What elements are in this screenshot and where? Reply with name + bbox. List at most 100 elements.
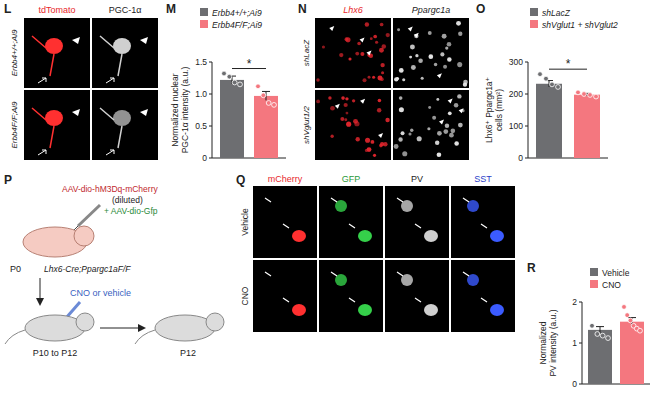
cell (358, 304, 372, 316)
cell (370, 140, 374, 144)
channel-label: Lhx6 (343, 5, 363, 15)
arrowhead (378, 133, 383, 138)
data-point (628, 318, 633, 323)
syringe (78, 205, 100, 226)
cell (409, 56, 412, 59)
tick (579, 343, 582, 344)
tick (579, 384, 582, 385)
arrowhead (408, 26, 413, 31)
cell (490, 304, 504, 316)
micrograph (319, 186, 383, 258)
row-label: Erbb4F/F;Ai9 (10, 101, 19, 149)
panel-letter: N (298, 2, 307, 16)
cell (399, 107, 404, 112)
cell (377, 108, 381, 112)
y-axis (212, 62, 213, 158)
arrowhead (140, 37, 148, 44)
cell (394, 77, 398, 81)
pup-head (74, 226, 94, 246)
cell (415, 54, 418, 57)
legend-label: Erbb4+/+;Ai9 (212, 8, 262, 18)
mouse (155, 315, 215, 341)
data-point (576, 90, 581, 95)
cell (365, 149, 368, 152)
mouse-head (206, 313, 224, 331)
cell (345, 97, 348, 100)
data-point (622, 305, 627, 310)
cell (345, 37, 350, 42)
cell (346, 122, 351, 127)
cell (386, 33, 390, 37)
cell (358, 230, 372, 242)
treatment-label: CNO or vehicle (70, 288, 131, 298)
age-label: P12 (180, 348, 196, 358)
cell (440, 52, 444, 56)
cell (447, 57, 452, 62)
arrow (463, 198, 487, 228)
channel-label: SST (474, 174, 492, 184)
data-point (261, 93, 266, 98)
cell (401, 131, 405, 135)
cell (402, 78, 405, 81)
cell (457, 94, 461, 98)
neurite (32, 36, 54, 76)
tick (209, 94, 212, 95)
tick (525, 62, 528, 63)
cell (377, 76, 382, 81)
cell (113, 38, 131, 54)
legend-label: shVglut1 + shVglut2 (542, 20, 618, 30)
legend-label: CNO (602, 280, 621, 290)
mouse-tail (135, 330, 155, 344)
data-point (238, 82, 243, 87)
panel-letter: R (527, 261, 536, 275)
cell (352, 99, 355, 102)
cell (394, 144, 399, 149)
arrowhead (459, 108, 464, 113)
bar (620, 322, 644, 384)
tick-label: 1 (572, 338, 577, 348)
cell (449, 133, 454, 138)
tick (525, 94, 528, 95)
axis-title: PGC-1α intensity (a.u.) (180, 67, 190, 154)
arrowhead (360, 38, 365, 43)
cell (341, 96, 345, 100)
micrograph (393, 90, 469, 160)
bar (254, 96, 278, 158)
cell (454, 103, 459, 108)
micrograph (92, 18, 158, 88)
micrograph (315, 18, 391, 88)
cell (408, 132, 411, 135)
arrowhead (414, 33, 419, 38)
axis-title: cells (mm²) (494, 89, 504, 131)
arrow (397, 272, 421, 302)
arrow (265, 198, 289, 228)
tick (579, 302, 582, 303)
tick-label: 200 (509, 89, 523, 99)
cell (428, 106, 431, 109)
genotype-label: Lhx6-Cre;Ppargc1aF/F (44, 264, 131, 274)
cell (380, 63, 384, 67)
data-point (227, 74, 232, 79)
arrow (38, 150, 46, 155)
micrograph (24, 18, 90, 88)
data-point (232, 80, 237, 85)
cell (399, 68, 404, 73)
cell (398, 137, 402, 141)
channel-label: tdTomato (38, 5, 75, 15)
cell (344, 103, 348, 107)
cell (292, 304, 306, 316)
legend-swatch (200, 20, 208, 28)
tick (209, 62, 212, 63)
data-point (594, 94, 599, 99)
micrograph (253, 186, 317, 258)
cell (345, 37, 349, 41)
panel-letter: L (4, 2, 11, 16)
cell (382, 44, 386, 48)
data-point (625, 313, 630, 318)
channel-label: GFP (342, 174, 361, 184)
micrograph (385, 260, 449, 332)
legend-label: Erbb4F/F;Ai9 (212, 20, 262, 30)
arrow (106, 150, 114, 155)
micrograph (92, 90, 158, 160)
injection-label: AAV-dio-hM3Dq-mCherry (62, 184, 158, 194)
